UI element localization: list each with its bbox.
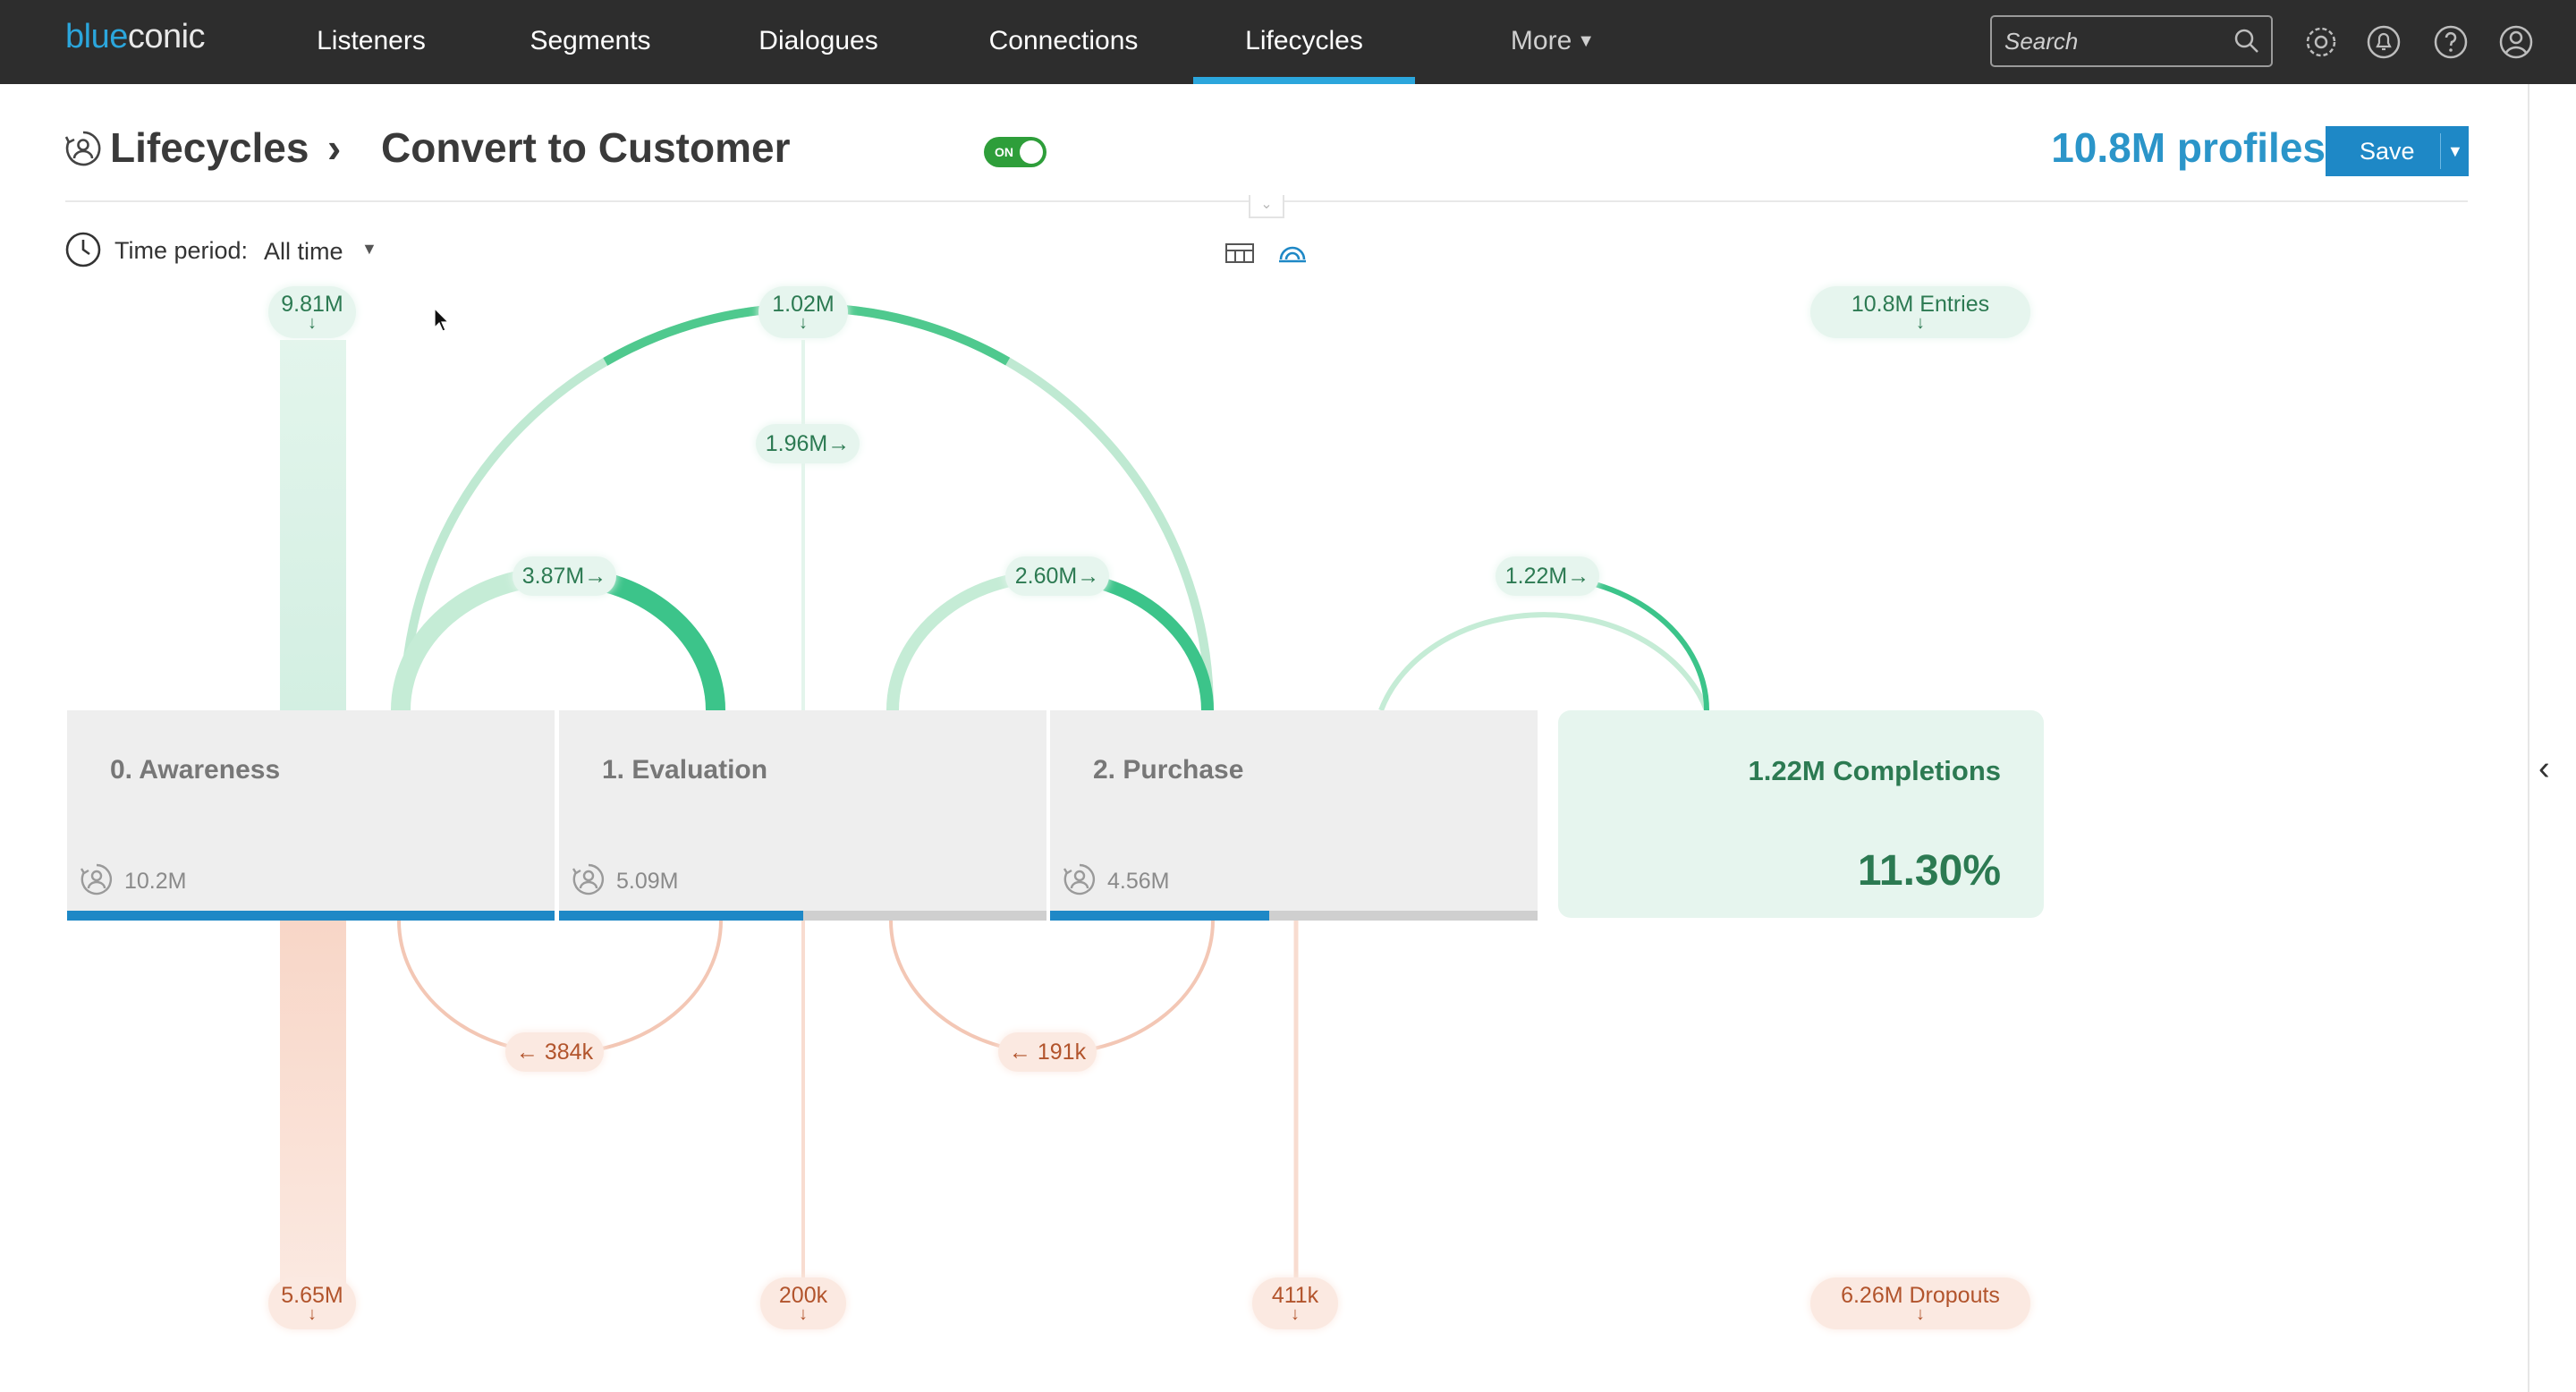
stage-progress-bar xyxy=(67,911,555,921)
toggle-label: ON xyxy=(995,145,1013,159)
save-button-label: Save xyxy=(2360,138,2415,165)
logo[interactable]: blueconic xyxy=(65,18,206,56)
save-divider xyxy=(2440,133,2441,169)
logo-rest: conic xyxy=(127,18,206,55)
dropout-count-awareness-value: 5.65M xyxy=(281,1283,343,1308)
chevron-down-icon: ▼ xyxy=(1577,31,1596,51)
completions-card[interactable]: 1.22M Completions 11.30% xyxy=(1558,710,2044,918)
search-input[interactable] xyxy=(1990,15,2273,67)
table-view-icon[interactable] xyxy=(1225,242,1254,264)
down-arrow-icon: ↓ xyxy=(1291,1304,1300,1324)
gear-icon[interactable] xyxy=(2303,24,2339,60)
mouse-cursor-icon xyxy=(434,308,450,332)
stage-card-evaluation[interactable]: 1. Evaluation 5.09M xyxy=(559,710,1046,921)
time-period-label: Time period: xyxy=(114,237,249,264)
stage-card-awareness[interactable]: 0. Awareness 10.2M xyxy=(67,710,555,921)
forward-arc-awareness-purchase-highlight xyxy=(400,303,1214,711)
dropout-count-purchase: 411k ↓ xyxy=(1252,1277,1338,1329)
down-arrow-icon: ↓ xyxy=(308,313,317,333)
search-icon[interactable] xyxy=(2233,27,2261,55)
down-arrow-icon: ↓ xyxy=(1916,1304,1925,1324)
forward-arc-evaluation-purchase-highlight xyxy=(1049,570,1214,711)
dropouts-total: 6.26M Dropouts ↓ xyxy=(1810,1277,2030,1329)
entries-total: 10.8M Entries ↓ xyxy=(1810,286,2030,338)
forward-arc-awareness-evaluation xyxy=(391,566,725,711)
dropout-flow-awareness xyxy=(280,921,346,1296)
user-icon[interactable] xyxy=(2498,24,2534,60)
nav-lifecycles[interactable]: Lifecycles xyxy=(1193,0,1415,84)
nav-more-label: More xyxy=(1510,26,1572,55)
stage-card-purchase[interactable]: 2. Purchase 4.56M xyxy=(1050,710,1538,921)
toggle-knob xyxy=(1020,140,1043,164)
down-arrow-icon: ↓ xyxy=(799,313,808,333)
forward-arc-purchase-complete-highlight xyxy=(1543,573,1710,711)
collapse-header-icon[interactable]: ⌄ xyxy=(1249,195,1284,218)
bell-icon[interactable] xyxy=(2366,24,2402,60)
nav-dialogues[interactable]: Dialogues xyxy=(758,26,878,55)
page-title[interactable]: Convert to Customer xyxy=(381,124,791,171)
entry-count-evaluation-value: 1.02M xyxy=(772,292,835,317)
forward-label-evaluation-purchase: 2.60M→ xyxy=(1005,556,1109,596)
forward-arc-evaluation-purchase xyxy=(886,570,1214,711)
chevron-down-icon[interactable]: ▼ xyxy=(361,240,377,258)
forward-arc-purchase-complete xyxy=(1378,612,1709,712)
save-button[interactable]: Save ▼ xyxy=(2326,126,2469,176)
entry-flow-awareness xyxy=(280,340,346,710)
stage-profile-count: 4.56M xyxy=(1107,869,1170,894)
entry-count-evaluation: 1.02M ↓ xyxy=(758,286,848,338)
stage-title: 2. Purchase xyxy=(1093,755,1244,785)
down-arrow-icon: ↓ xyxy=(1916,313,1925,333)
down-arrow-icon: ↓ xyxy=(799,1304,808,1324)
breadcrumb-lifecycles[interactable]: Lifecycles xyxy=(110,124,309,171)
stage-progress-fill xyxy=(559,911,803,921)
active-toggle[interactable]: ON xyxy=(984,137,1046,167)
dropout-count-purchase-value: 411k xyxy=(1271,1283,1319,1308)
clock-icon xyxy=(65,232,101,267)
stage-progress-fill xyxy=(1050,911,1270,921)
breadcrumb-separator: › xyxy=(327,124,342,171)
entries-total-value: 10.8M Entries xyxy=(1851,292,1990,317)
nav-connections[interactable]: Connections xyxy=(988,26,1139,55)
nav-segments[interactable]: Segments xyxy=(530,26,651,55)
profile-count: 10.8M profiles xyxy=(2051,124,2326,171)
dropouts-total-value: 6.26M Dropouts xyxy=(1841,1283,2000,1308)
completion-rate: 11.30% xyxy=(1857,847,2001,895)
top-nav: blueconic Listeners Segments Dialogues C… xyxy=(0,0,2576,84)
forward-arc-awareness-evaluation-highlight xyxy=(554,565,725,711)
stage-progress-bar xyxy=(1050,911,1538,921)
profiles-icon xyxy=(80,863,113,895)
forward-label-purchase-complete: 1.22M→ xyxy=(1496,556,1599,596)
nav-more[interactable]: More ▼ xyxy=(1463,0,1642,84)
forward-label-awareness-evaluation: 3.87M→ xyxy=(513,556,616,596)
stage-title: 0. Awareness xyxy=(110,755,281,785)
dropout-count-evaluation-value: 200k xyxy=(778,1283,828,1308)
stage-profile-count: 10.2M xyxy=(124,869,187,894)
backward-label-purchase-evaluation: ← 191k xyxy=(998,1032,1097,1072)
stage-title: 1. Evaluation xyxy=(602,755,768,785)
flow-view-icon[interactable] xyxy=(1277,238,1308,265)
stage-progress-bar xyxy=(559,911,1046,921)
down-arrow-icon: ↓ xyxy=(308,1304,317,1324)
save-options-icon[interactable]: ▼ xyxy=(2447,142,2463,160)
entry-count-awareness-value: 9.81M xyxy=(281,292,343,317)
nav-listeners[interactable]: Listeners xyxy=(317,26,426,55)
completions-count: 1.22M Completions xyxy=(1748,755,2002,786)
dropout-count-awareness: 5.65M ↓ xyxy=(268,1277,356,1329)
backward-label-evaluation-awareness: ← 384k xyxy=(505,1032,604,1072)
side-panel-divider xyxy=(2528,84,2529,1392)
entry-count-awareness: 9.81M ↓ xyxy=(268,286,356,338)
logo-blue: blue xyxy=(65,18,128,55)
time-period-select[interactable]: All time xyxy=(264,238,343,265)
help-icon[interactable] xyxy=(2433,24,2469,60)
expand-panel-icon[interactable]: ‹ xyxy=(2538,750,2550,787)
stage-profile-count: 5.09M xyxy=(616,869,679,894)
stage-progress-fill xyxy=(67,911,555,921)
dropout-count-evaluation: 200k ↓ xyxy=(760,1277,846,1329)
lifecycle-icon xyxy=(64,131,101,166)
forward-arc-awareness-purchase xyxy=(400,303,1214,711)
profiles-icon xyxy=(572,863,605,895)
forward-label-awareness-purchase: 1.96M→ xyxy=(756,424,860,463)
profiles-icon xyxy=(1063,863,1096,895)
